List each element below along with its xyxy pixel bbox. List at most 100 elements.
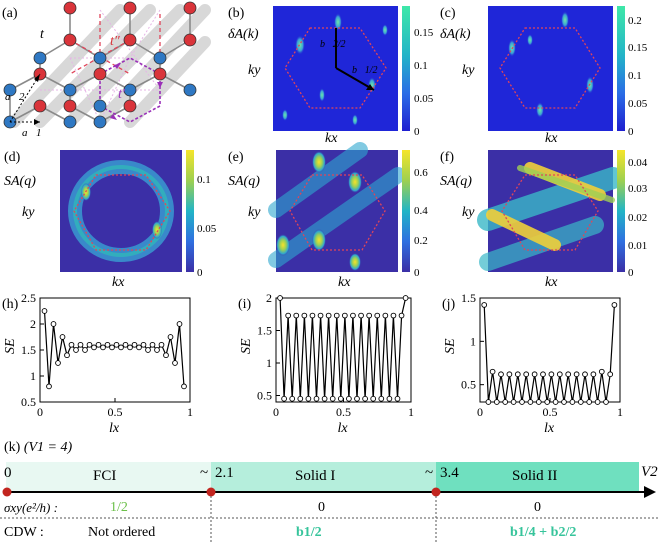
data-point — [561, 399, 567, 405]
t2-hopping — [69, 14, 161, 75]
data-point — [577, 399, 584, 405]
data-point — [386, 395, 393, 402]
data-point — [506, 371, 513, 378]
phase-solid1-label: Solid I — [295, 468, 336, 484]
data-point — [86, 341, 93, 348]
colorbar-d-tick: 0.05 — [197, 223, 217, 235]
panel-d: (d) SA(q) ky kx 0.1 0.05 0 — [4, 150, 217, 290]
panel-k-label: (k) — [4, 440, 21, 455]
colorbar-d-tick: 0.1 — [197, 174, 211, 186]
cdw-solid2: b1/4 + b2/2 — [510, 525, 577, 540]
y-tick-label: 0.5 — [21, 395, 36, 409]
panel-e: (e) SA(q) ky kx 0.6 0.4 0.2 0 — [228, 142, 428, 290]
colorbar-e-tick: 0.6 — [414, 167, 428, 179]
data-point — [77, 341, 84, 348]
panel-d-ky: ky — [22, 205, 35, 220]
colorbar-b-tick: 0 — [414, 126, 420, 138]
x-tick-label: 0.5 — [108, 405, 123, 419]
data-point — [293, 312, 300, 319]
data-point — [73, 347, 79, 353]
data-point — [64, 352, 70, 359]
colorbar-e-tick: 0.4 — [414, 205, 428, 217]
data-point — [544, 399, 551, 405]
t-label: t — [40, 27, 45, 42]
colorbar-e — [402, 150, 410, 272]
colorbar-f-tick: 0.04 — [628, 157, 648, 169]
x-tick-label: 1 — [617, 405, 623, 419]
boundary-marker — [2, 487, 12, 497]
colorbar-b-tick: 0.1 — [414, 60, 428, 72]
data-point — [519, 399, 525, 405]
series-line — [483, 304, 615, 403]
data-point — [154, 347, 160, 353]
data-point — [366, 312, 373, 319]
panel-b-kx: kx — [325, 131, 338, 146]
data-point — [158, 341, 165, 348]
panel-c-ky: ky — [462, 63, 475, 78]
tick-0: 0 — [4, 465, 12, 481]
data-point — [277, 295, 283, 301]
bz-hexagon-b — [284, 27, 387, 109]
data-point — [68, 341, 75, 348]
panel-e-kx: kx — [338, 275, 351, 290]
data-point — [109, 344, 115, 351]
panel-label: (i) — [238, 297, 252, 312]
panel-f-ky: ky — [462, 205, 475, 220]
data-point — [172, 360, 178, 366]
panel-d-ylabel: SA(q) — [4, 174, 36, 189]
data-point — [489, 368, 496, 375]
boundary-marker — [206, 487, 216, 497]
data-point — [378, 395, 385, 402]
colorbar-f-tick: 0.01 — [628, 240, 647, 252]
data-point — [82, 347, 88, 353]
phase-header: (k) (V1 = 4) — [4, 440, 72, 456]
panel-c-label: (c) — [440, 6, 456, 21]
data-point — [350, 312, 356, 319]
colorbar-f-tick: 0.03 — [628, 183, 648, 195]
panel-f-label: (f) — [440, 150, 454, 165]
y-axis-label: SE — [443, 338, 458, 354]
panel-e-label: (e) — [228, 150, 244, 165]
t1-arrowheads — [110, 63, 163, 120]
colorbar-f — [617, 150, 625, 272]
y-tick-label: 1.5 — [257, 324, 272, 338]
colorbar-b — [402, 6, 410, 131]
phase-fci-label: FCI — [93, 468, 117, 484]
v1-condition: (V1 = 4) — [23, 440, 73, 455]
phase-fci-band — [6, 462, 211, 492]
cdw-label: CDW : — [4, 525, 44, 540]
panel-label: (h) — [2, 297, 19, 312]
lattice-ribbons — [8, 4, 211, 128]
data-point — [333, 312, 340, 319]
data-point — [481, 302, 488, 308]
t2-label: t″ — [110, 34, 120, 49]
data-point — [55, 360, 61, 366]
colorbar-e-tick: 0.2 — [414, 235, 428, 247]
y-tick-label: 1 — [266, 356, 272, 370]
x-tick-label: 0 — [477, 405, 483, 419]
x-axis-label: lx — [544, 421, 555, 436]
panel-f: (f) SA(q) ky kx 0.04 0.03 0.02 0.01 0 — [440, 150, 648, 290]
data-point — [354, 395, 360, 402]
colorbar-c-tick: 0.15 — [628, 42, 648, 54]
bz-hexagon-e — [289, 174, 386, 251]
panel-a-lattice: (a) — [2, 1, 211, 139]
panel-c: (c) δA(k) ky kx 0.2 0.15 0.1 0.05 0 — [440, 6, 648, 146]
panel-e-ylabel: SA(q) — [228, 174, 260, 189]
phase-solid2-band — [436, 462, 639, 492]
y-tick-label: 2 — [30, 317, 36, 331]
data-point — [329, 395, 336, 402]
panel-c-kx: kx — [545, 131, 558, 146]
panel-d-label: (d) — [4, 150, 21, 165]
data-point — [140, 341, 147, 348]
heatmap-c — [488, 6, 613, 131]
data-point — [498, 371, 504, 378]
data-point — [136, 344, 142, 351]
data-point — [127, 344, 133, 351]
data-point — [552, 399, 559, 405]
t1-label: t′ — [118, 87, 126, 102]
data-point — [531, 371, 538, 378]
data-point — [370, 395, 377, 402]
